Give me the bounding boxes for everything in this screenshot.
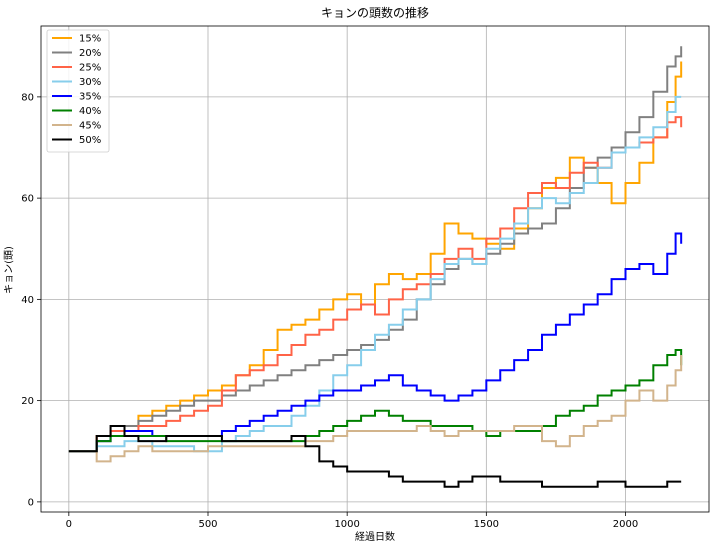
x-axis-label: 経過日数 (355, 530, 395, 543)
legend-label: 40% (79, 106, 101, 117)
series-line-7 (68, 355, 683, 463)
y-tick-label: 20 (21, 396, 34, 407)
legend-label: 35% (79, 92, 101, 103)
y-tick-label: 0 (28, 497, 34, 508)
y-tick-label: 60 (21, 194, 34, 205)
series-line-3 (68, 116, 683, 453)
legend-label: 25% (79, 63, 101, 74)
x-tick-label: 1000 (334, 519, 359, 530)
series-line-4 (68, 95, 682, 453)
legend-label: 50% (79, 135, 101, 146)
series-line-8 (68, 424, 682, 488)
legend-label: 15% (79, 34, 101, 45)
legend: 15% 20% 25% 30% 35% 40% 45% 50% (46, 29, 110, 153)
y-axis-ticks: 0 20 40 60 80 (21, 92, 41, 508)
x-tick-label: 1500 (474, 519, 499, 530)
legend-box (46, 29, 110, 153)
plot-frame (40, 25, 710, 513)
x-axis-ticks: 0 500 1000 1500 2000 (66, 512, 638, 530)
legend-label: 45% (79, 121, 101, 132)
series-lines (68, 46, 683, 488)
x-tick-label: 500 (198, 519, 217, 530)
x-tick-label: 0 (66, 519, 72, 530)
legend-label: 20% (79, 48, 101, 59)
series-line-6 (68, 349, 683, 453)
y-axis-label: キョン(頭) (3, 246, 15, 294)
chart-title: キョンの頭数の推移 (321, 5, 429, 20)
x-tick-label: 2000 (613, 519, 638, 530)
y-tick-label: 80 (21, 92, 34, 103)
y-tick-label: 40 (21, 295, 34, 306)
legend-label: 30% (79, 77, 101, 88)
